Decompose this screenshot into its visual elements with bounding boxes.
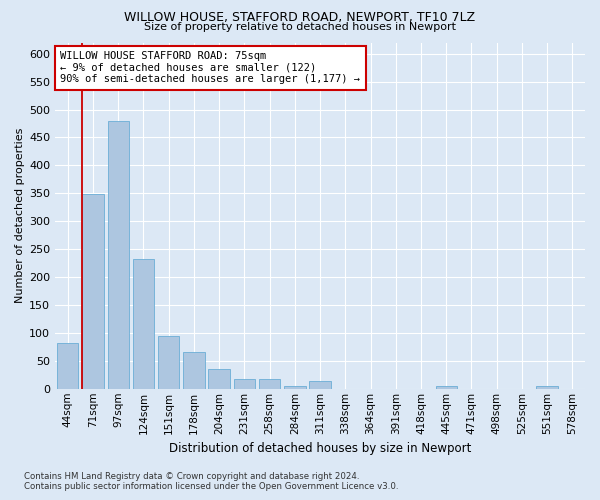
Text: Size of property relative to detached houses in Newport: Size of property relative to detached ho… — [144, 22, 456, 32]
Bar — [107, 120, 129, 389]
Text: WILLOW HOUSE STAFFORD ROAD: 75sqm
← 9% of detached houses are smaller (122)
90% : WILLOW HOUSE STAFFORD ROAD: 75sqm ← 9% o… — [61, 51, 361, 84]
Bar — [310, 381, 331, 389]
Bar — [208, 369, 230, 389]
Text: Contains HM Land Registry data © Crown copyright and database right 2024.
Contai: Contains HM Land Registry data © Crown c… — [24, 472, 398, 491]
Bar — [436, 386, 457, 389]
Y-axis label: Number of detached properties: Number of detached properties — [15, 128, 25, 304]
Bar — [82, 194, 104, 389]
Bar — [57, 343, 79, 389]
Bar — [284, 386, 305, 389]
Bar — [536, 386, 558, 389]
Bar — [133, 259, 154, 389]
Bar — [233, 380, 255, 389]
Text: WILLOW HOUSE, STAFFORD ROAD, NEWPORT, TF10 7LZ: WILLOW HOUSE, STAFFORD ROAD, NEWPORT, TF… — [124, 11, 476, 24]
Bar — [183, 352, 205, 389]
X-axis label: Distribution of detached houses by size in Newport: Distribution of detached houses by size … — [169, 442, 471, 455]
Bar — [259, 378, 280, 389]
Bar — [158, 336, 179, 389]
